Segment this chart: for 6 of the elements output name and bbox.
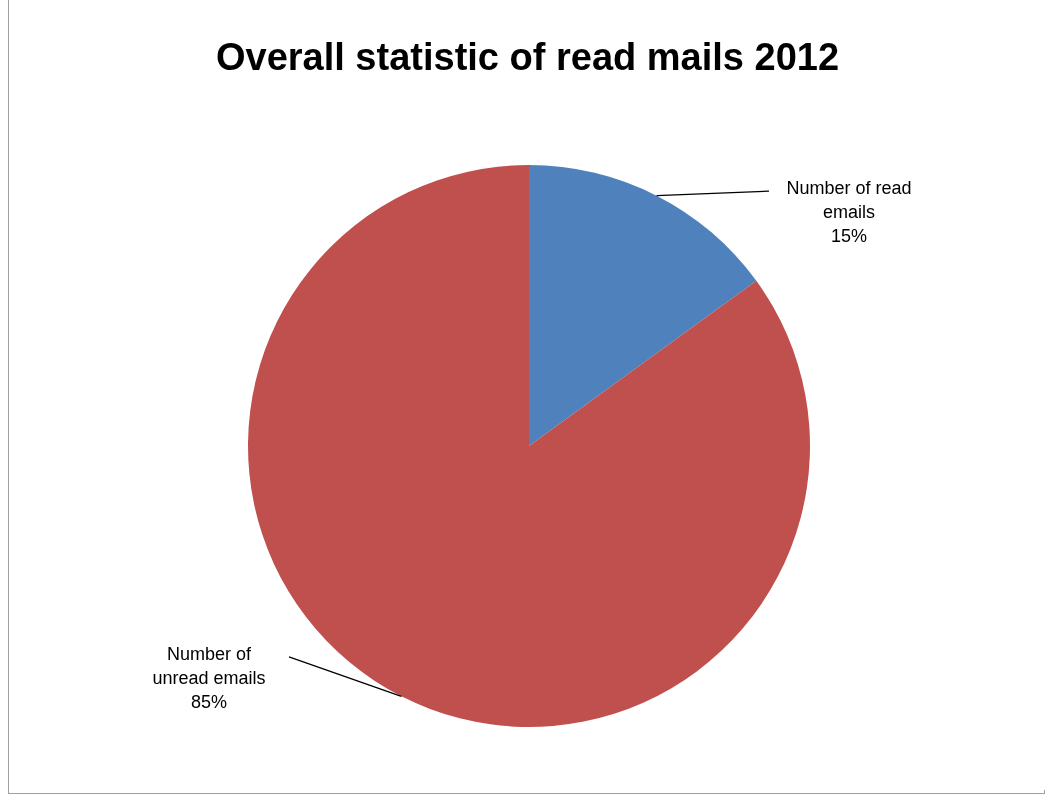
pie-slice: [529, 165, 757, 446]
chart-title: Overall statistic of read mails 2012: [215, 36, 840, 78]
slice-label: Number of read emails: [786, 178, 912, 223]
slice-label: Number of unread emails: [152, 643, 266, 688]
data-label: 15%: [830, 226, 868, 247]
data-label: 85%: [190, 691, 228, 712]
